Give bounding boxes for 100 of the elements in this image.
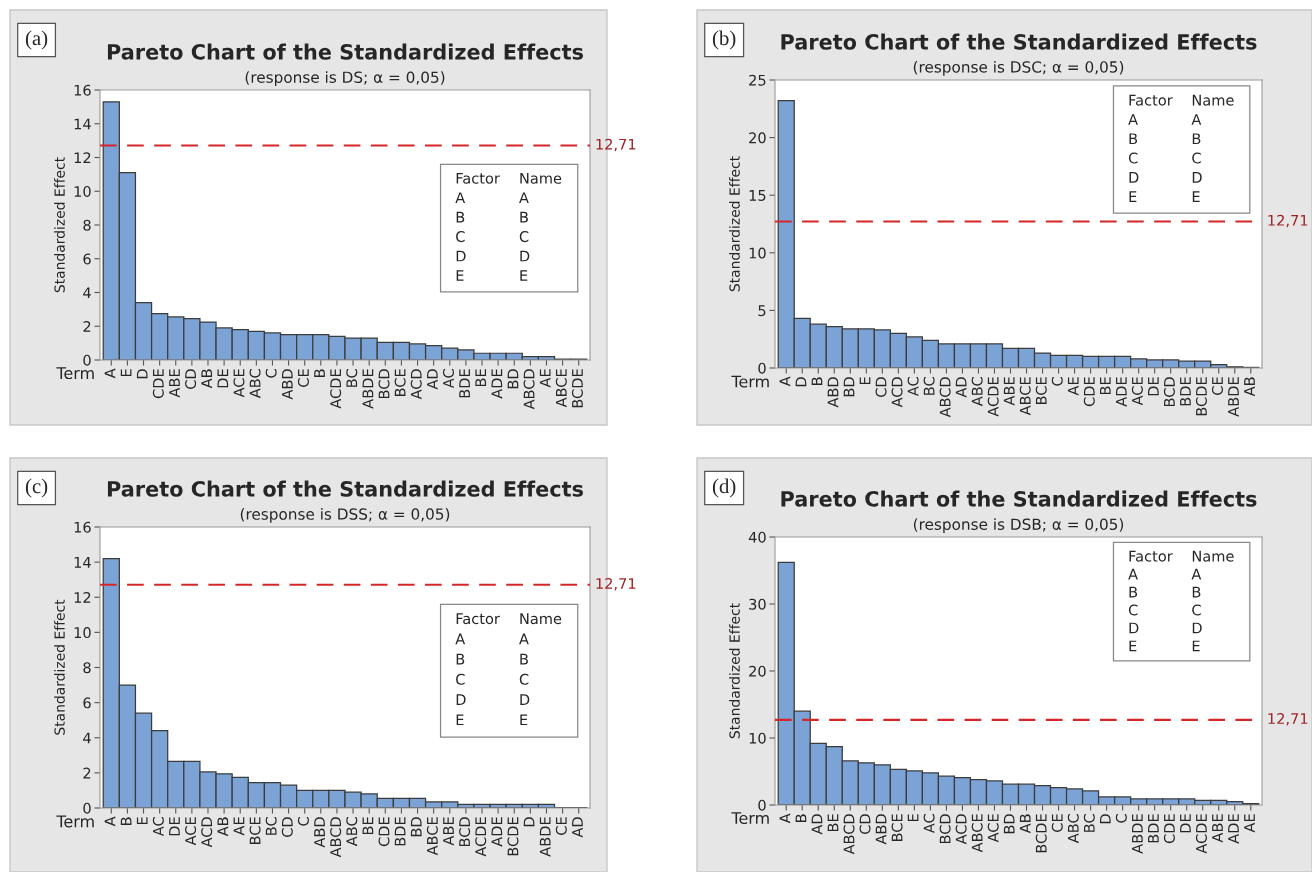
x-tick-label: BD [1003, 814, 1015, 834]
x-tick-label: AC [907, 377, 919, 397]
x-tick-label: ABD [827, 377, 839, 408]
annotation: B [1129, 133, 1138, 145]
y-tick-label: 16 [74, 84, 91, 96]
x-tick-label: BC [1083, 814, 1095, 832]
annotation: C [1192, 152, 1201, 164]
x-tick-label: ABCD [843, 814, 855, 855]
annotation: Name [520, 613, 562, 625]
annotation: B [456, 211, 465, 223]
y-tick-label: 5 [758, 305, 766, 317]
x-tick-label: BD [843, 377, 855, 397]
y-tick-label: 40 [748, 531, 766, 543]
x-tick-label: BC [265, 817, 277, 835]
annotation: A [1191, 114, 1202, 125]
x-tick-label: C [1051, 377, 1063, 386]
annotation: A [519, 633, 529, 645]
y-tick-label: 14 [74, 557, 91, 568]
y-tick-label: 12 [74, 591, 91, 603]
x-tick-label: AE [1067, 377, 1079, 396]
x-tick-label: BE [475, 369, 487, 387]
x-tick-label: AC [442, 369, 454, 389]
x-axis-title: Term [56, 815, 94, 828]
x-tick-label: ABCE [971, 814, 983, 853]
x-tick-label: BCDE [571, 369, 583, 408]
annotation: C [456, 231, 465, 243]
x-tick-label: ACDE [987, 377, 999, 417]
x-axis-title: Term [731, 812, 769, 825]
annotation: Factor [456, 613, 500, 625]
x-tick-label: DE [1148, 377, 1159, 396]
x-tick-label: ACE [233, 369, 245, 398]
text: (d) [712, 478, 736, 498]
annotation: C [519, 231, 529, 243]
x-tick-label: BCE [394, 369, 406, 397]
x-tick-label: BCD [939, 814, 951, 844]
x-tick-label: B [795, 814, 807, 822]
x-tick-label: ABCD [939, 377, 951, 418]
annotation: D [1192, 622, 1202, 634]
x-tick-label: BDE [1180, 377, 1191, 406]
x-tick-label: CE [297, 369, 309, 387]
x-tick-label: CDE [1163, 814, 1175, 844]
x-tick-label: AB [1244, 377, 1255, 397]
x-tick-label: ACDE [1195, 814, 1207, 854]
x-tick-label: BD [507, 369, 519, 389]
y-tick-label: 2 [83, 767, 91, 779]
x-tick-label: BD [410, 817, 422, 837]
x-axis-title: Term [56, 367, 94, 380]
annotation: A [1128, 114, 1138, 125]
y-tick-label: 10 [749, 247, 766, 259]
x-tick-label: ABC [971, 377, 983, 407]
x-tick-label: BCE [1035, 377, 1047, 405]
y-tick-label: 0 [758, 799, 766, 811]
annotation: D [456, 694, 466, 705]
x-tick-label: CD [281, 817, 293, 837]
x-tick-label: ACE [987, 814, 999, 843]
x-tick-label: ABDE [362, 369, 374, 409]
y-tick-label: 25 [749, 74, 766, 86]
x-tick-label: AB [201, 369, 213, 389]
x-tick-label: CE [1211, 377, 1223, 395]
ref-line-label: 12,71 [1268, 713, 1308, 726]
annotation: C [456, 673, 465, 685]
x-tick-label: BE [362, 817, 374, 835]
x-tick-label: ABC [346, 817, 358, 847]
x-tick-label: BCD [378, 369, 390, 399]
x-tick-label: AD [811, 814, 823, 835]
annotation: E [456, 270, 464, 281]
y-tick-label: 0 [758, 362, 766, 374]
y-tick-label: 16 [74, 521, 91, 533]
y-tick-label: 8 [83, 662, 91, 674]
x-tick-label: ABDE [1132, 814, 1143, 854]
chart-title: Pareto Chart of the Standardized Effects [107, 480, 583, 497]
x-tick-label: E [859, 377, 871, 385]
x-tick-label: B [120, 817, 132, 825]
x-tick-label: CD [875, 377, 887, 397]
annotation: Name [520, 172, 562, 184]
x-tick-label: ABC [1067, 814, 1079, 844]
y-tick-label: 0 [83, 354, 91, 366]
x-tick-label: ABE [443, 817, 454, 846]
chart-title: Pareto Chart of the Standardized Effects [781, 33, 1257, 50]
x-tick-label: BE [1100, 377, 1111, 395]
y-tick-label: 20 [749, 132, 766, 144]
x-tick-label: ACE [1131, 377, 1143, 406]
x-tick-label: ACD [201, 817, 213, 848]
x-axis-title: Term [731, 375, 769, 388]
x-tick-label: ACD [891, 377, 903, 408]
annotation: Factor [1129, 94, 1173, 106]
annotation: B [520, 211, 528, 223]
x-tick-label: ADE [491, 817, 503, 847]
y-tick-label: 8 [83, 219, 91, 231]
annotation: D [456, 250, 466, 262]
x-tick-label: ACDE [330, 369, 342, 409]
x-tick-label: ABE [1212, 814, 1223, 843]
x-tick-label: AE [539, 369, 551, 388]
x-tick-label: ABCD [330, 817, 342, 858]
x-tick-label: BCD [1163, 377, 1175, 407]
x-tick-label: D [523, 817, 535, 827]
y-axis-title: Standardized Effect [729, 603, 740, 739]
annotation: E [1129, 640, 1137, 652]
x-tick-label: ADE [1116, 377, 1127, 407]
x-tick-label: AD [955, 377, 967, 398]
